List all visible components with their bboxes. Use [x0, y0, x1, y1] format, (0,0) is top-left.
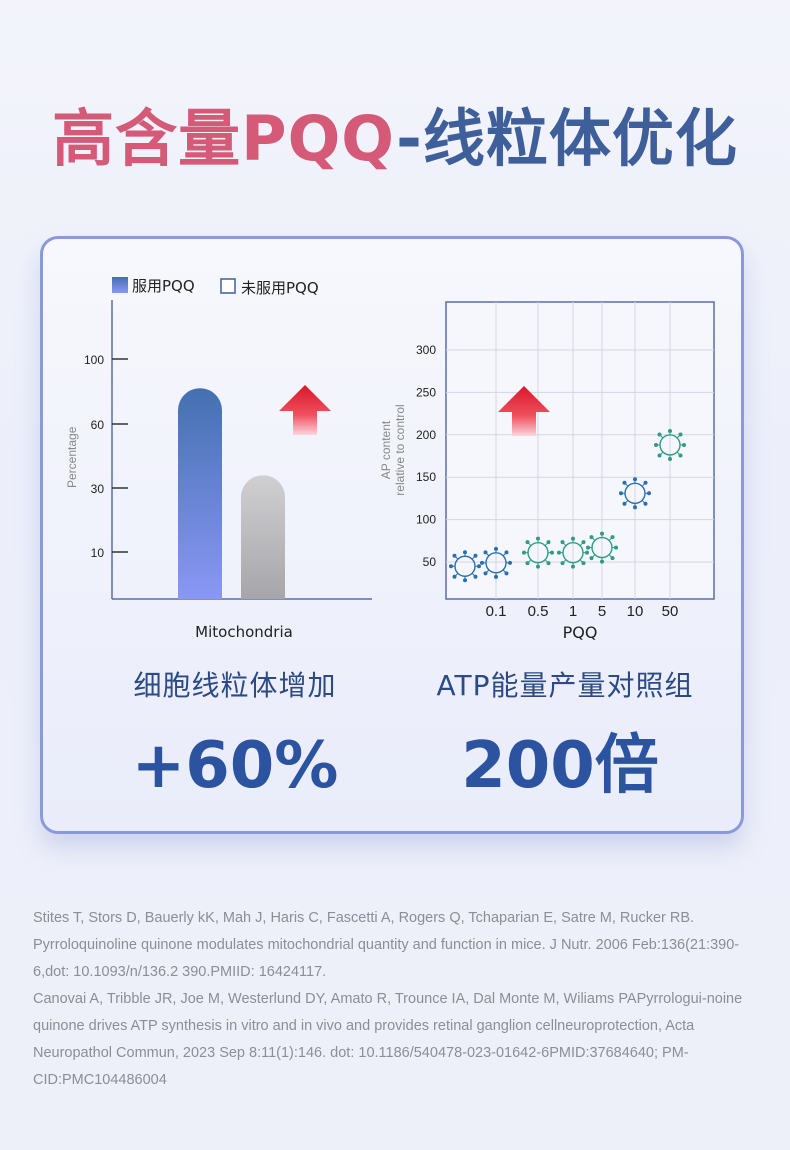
scatter-x-tick-label: 10 [627, 603, 644, 620]
scatter-y-tick-label: 150 [416, 470, 436, 484]
page-title: 高含量PQQ-线粒体优化 [0, 88, 790, 178]
reference-item: Stites T, Stors D, Bauerly kK, Mah J, Ha… [33, 910, 740, 980]
scatter-x-tick-label: 50 [662, 603, 679, 620]
scatter-x-tick-label: 5 [598, 603, 606, 620]
title-rest: -线粒体优化 [396, 102, 738, 175]
scatter-x-axis-label: PQQ [563, 623, 598, 642]
scatter-x-tick-label: 0.1 [486, 603, 507, 620]
references: Stites T, Stors D, Bauerly kK, Mah J, Ha… [33, 905, 763, 1094]
scatter-x-ticks: 0.1 0.5 1 5 10 50 [486, 603, 679, 620]
bar-chart: 服用PQQ 未服用PQQ 100 60 30 10 Percentage Mit… [65, 277, 372, 641]
scatter-y-ticks: 50 100 150 200 250 300 [416, 343, 436, 569]
charts-canvas: 服用PQQ 未服用PQQ 100 60 30 10 Percentage Mit… [65, 277, 715, 642]
metric-value-atp: 200倍 [461, 729, 659, 803]
legend-swatch-taking [112, 277, 128, 293]
bar-y-axis-label: Percentage [65, 426, 79, 488]
bar-taking-pqq [178, 388, 222, 599]
metric-label-atp: ATP能量产量对照组 [436, 669, 694, 702]
legend-label-taking: 服用PQQ [132, 277, 195, 295]
metric-value-mitochondria: +60% [131, 729, 339, 803]
scatter-plot-area [445, 301, 715, 600]
scatter-y-tick-label: 200 [416, 428, 436, 442]
up-arrow-icon [279, 385, 331, 435]
scatter-x-tick-label: 1 [569, 603, 577, 620]
scatter-y-axis-label: AP contentrelative to control [379, 404, 407, 495]
scatter-y-tick-label: 100 [416, 513, 436, 527]
bar-y-tick-label: 100 [84, 353, 104, 367]
scatter-x-tick-label: 0.5 [528, 603, 549, 620]
title-highlight: 高含量PQQ [52, 102, 397, 175]
metric-label-mitochondria: 细胞线粒体增加 [133, 669, 337, 702]
bar-y-tick-label: 30 [91, 482, 105, 496]
scatter-y-tick-label: 300 [416, 343, 436, 357]
bar-y-tick-label: 60 [91, 418, 105, 432]
bar-not-taking-pqq [241, 475, 285, 599]
scatter-chart: 50 100 150 200 250 300 0.1 0.5 1 5 10 50 AP conten… [379, 301, 715, 642]
scatter-y-tick-label: 250 [416, 385, 436, 399]
bar-x-axis-label: Mitochondria [195, 623, 293, 641]
reference-item: Canovai A, Tribble JR, Joe M, Westerlund… [33, 991, 743, 1088]
scatter-y-tick-label: 50 [423, 555, 437, 569]
bar-y-tick-label: 10 [91, 546, 105, 560]
legend-label-not-taking: 未服用PQQ [241, 279, 319, 297]
legend-swatch-not-taking [220, 278, 236, 294]
